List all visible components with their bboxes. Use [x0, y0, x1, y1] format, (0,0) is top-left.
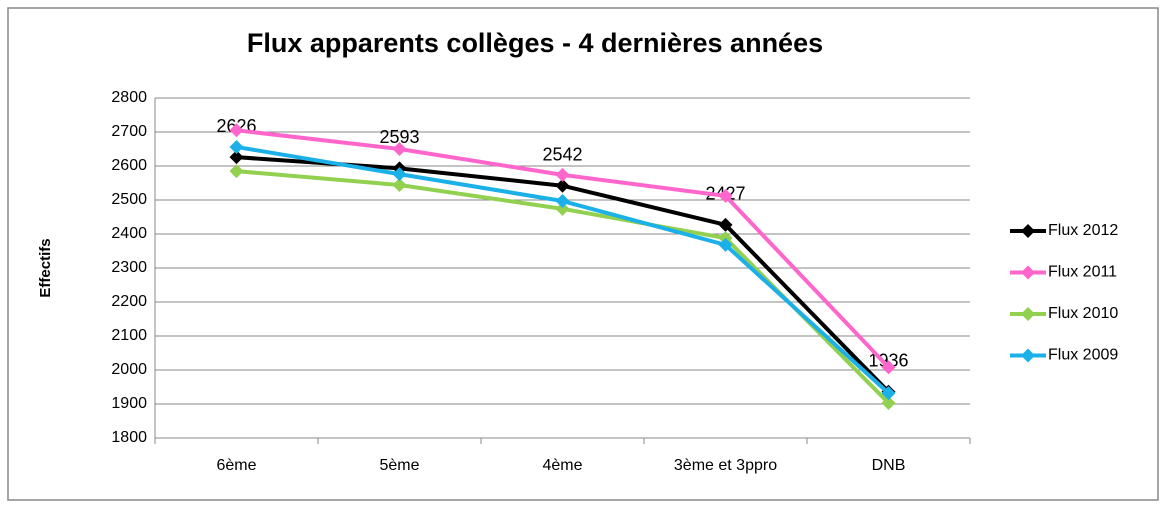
chart-title: Flux apparents collèges - 4 dernières an… — [247, 28, 823, 58]
legend-label: Flux 2012 — [1048, 222, 1118, 239]
point-marker — [555, 201, 570, 216]
point-marker — [555, 178, 570, 193]
point-marker — [718, 188, 733, 203]
legend-label: Flux 2011 — [1048, 264, 1117, 281]
point-marker — [229, 164, 244, 179]
point-marker — [392, 178, 407, 193]
point-marker — [881, 395, 896, 410]
point-marker — [881, 360, 896, 375]
point-marker — [229, 123, 244, 138]
legend-swatch-marker — [1021, 348, 1035, 363]
y-tick-label: 2400 — [111, 225, 147, 242]
data-label: 2542 — [542, 144, 582, 164]
y-tick-label: 2700 — [111, 123, 147, 140]
legend-swatch-marker — [1021, 307, 1035, 321]
y-tick-label: 2000 — [111, 361, 147, 378]
point-marker — [229, 139, 244, 154]
y-tick-label: 1800 — [111, 429, 147, 446]
y-axis-title: Effectifs — [37, 238, 54, 297]
legend-swatch-marker — [1021, 265, 1035, 280]
point-marker — [229, 150, 244, 165]
x-tick-label: 3ème et 3ppro — [674, 457, 777, 474]
point-marker — [718, 237, 733, 252]
x-tick-label: 5ème — [379, 457, 419, 474]
point-marker — [881, 386, 896, 401]
y-tick-label: 2100 — [111, 327, 147, 344]
chart-border — [7, 7, 1159, 501]
y-tick-label: 2800 — [111, 89, 147, 106]
y-tick-label: 2300 — [111, 259, 147, 276]
x-tick-label: 4ème — [542, 457, 582, 474]
legend-label: Flux 2009 — [1048, 347, 1118, 364]
x-tick-label: 6ème — [216, 457, 256, 474]
legend-swatch-marker — [1021, 224, 1035, 238]
y-tick-label: 2600 — [111, 157, 147, 174]
point-marker — [555, 167, 570, 182]
point-marker — [555, 194, 570, 209]
y-tick-label: 2200 — [111, 293, 147, 310]
legend-label: Flux 2010 — [1048, 305, 1118, 322]
x-tick-label: DNB — [872, 457, 906, 474]
y-tick-label: 2500 — [111, 191, 147, 208]
y-tick-label: 1900 — [111, 395, 147, 412]
point-marker — [392, 142, 407, 156]
point-marker — [718, 217, 733, 232]
data-label: 2593 — [379, 127, 419, 147]
point-marker — [392, 167, 407, 182]
